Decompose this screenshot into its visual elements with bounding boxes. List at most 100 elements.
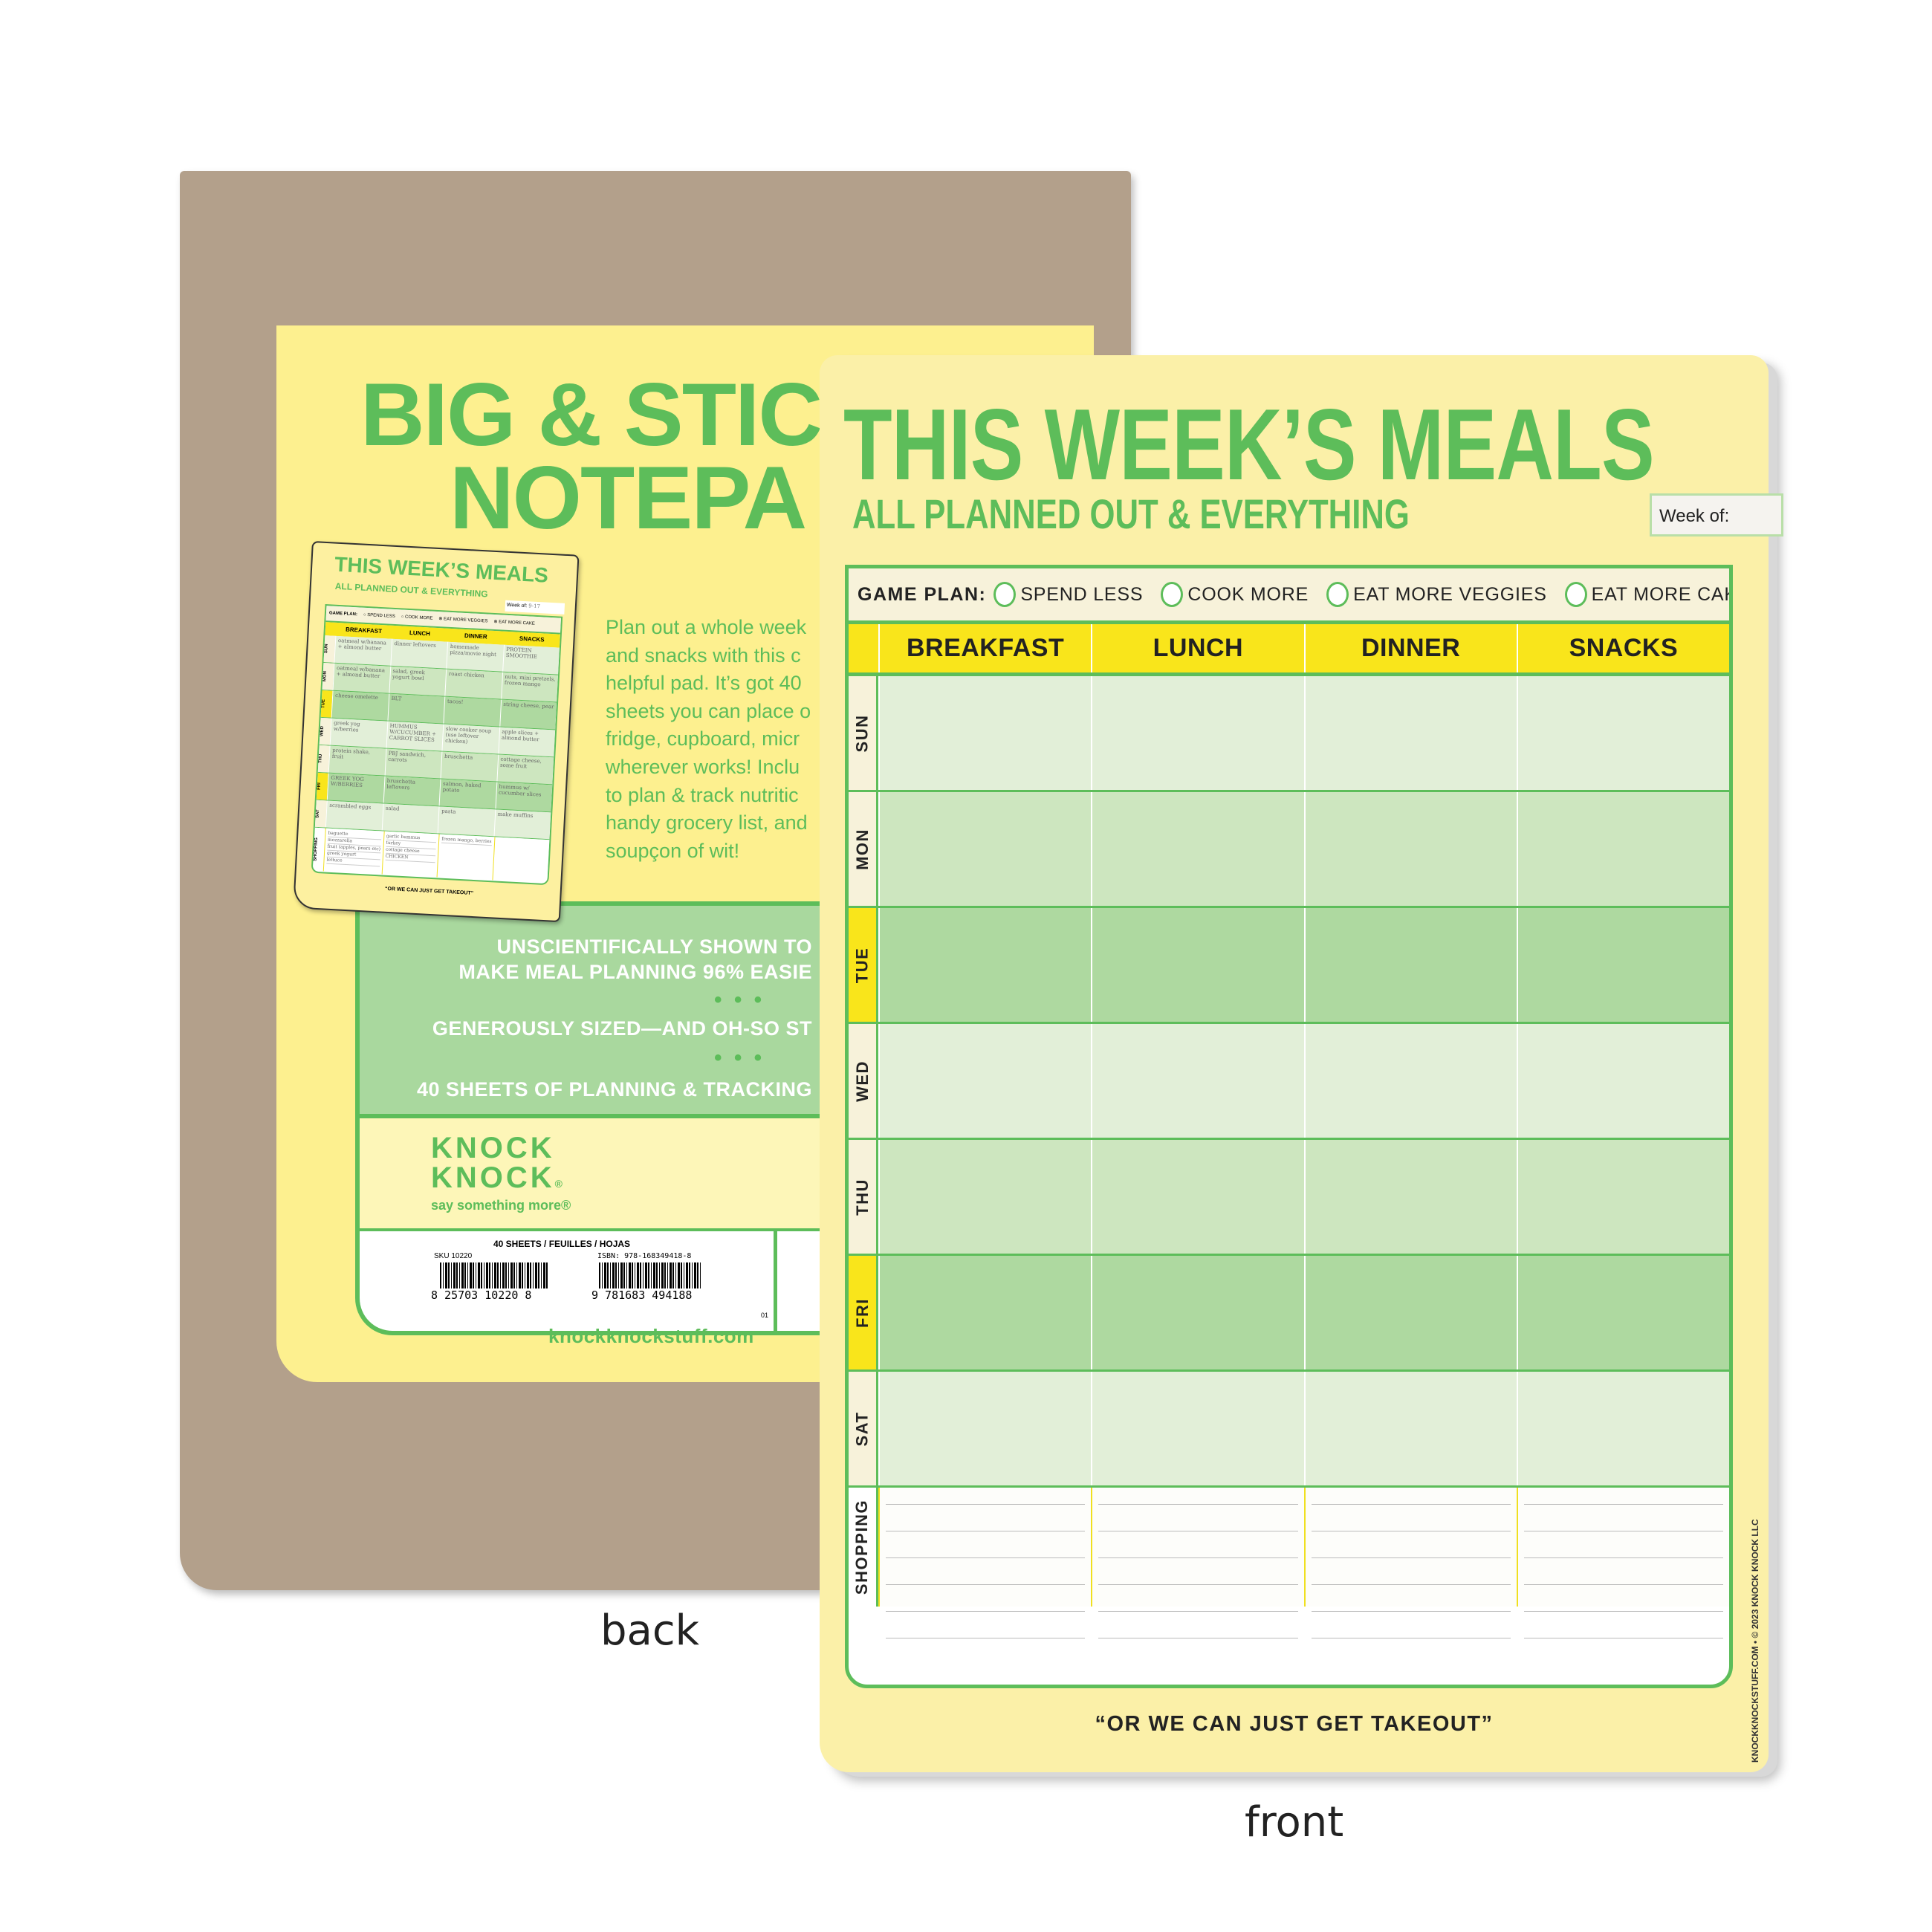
game-plan-row: GAME PLAN: SPEND LESS COOK MORE EAT MORE V… xyxy=(849,568,1729,624)
meal-cell[interactable] xyxy=(878,908,1091,1022)
shopping-list-cell[interactable] xyxy=(1303,1488,1517,1638)
day-label: TUE xyxy=(849,908,878,1022)
radio-circle-icon[interactable] xyxy=(1161,582,1184,607)
game-plan-option[interactable]: COOK MORE xyxy=(1161,582,1309,607)
shopping-list-cell[interactable] xyxy=(1091,1488,1304,1638)
meal-cell[interactable] xyxy=(878,676,1091,790)
day-name: THU xyxy=(852,1178,872,1216)
mini-cell-text: bruschetta xyxy=(440,751,498,782)
mini-cell-text: homemade pizza/movie night xyxy=(446,641,504,672)
meal-cell[interactable] xyxy=(1303,676,1517,790)
meal-cell[interactable] xyxy=(1091,792,1303,906)
meal-cell[interactable] xyxy=(1303,792,1517,906)
meal-cell[interactable] xyxy=(1303,1372,1517,1485)
mini-shopping-col: frozen mango, berries xyxy=(436,834,495,881)
logo-line1: KNOCK xyxy=(431,1132,555,1164)
registered-mark: ® xyxy=(554,1178,563,1190)
writing-line xyxy=(1311,1584,1511,1585)
mini-week-of: Week of: 9-17 xyxy=(505,600,565,615)
day-row: WED xyxy=(849,1024,1729,1140)
back-caption: back xyxy=(600,1607,700,1655)
feature-2: GENEROUSLY SIZED—AND OH-SO ST xyxy=(432,1017,812,1040)
front-caption: front xyxy=(1245,1798,1344,1847)
writing-line xyxy=(1098,1611,1298,1612)
meal-cell[interactable] xyxy=(878,1140,1091,1254)
side-copyright: KNOCKKNOCKSTUFF.COM • © 2023 KNOCK KNOCK… xyxy=(1750,1519,1760,1763)
meal-cell[interactable] xyxy=(1303,1256,1517,1369)
meal-cell[interactable] xyxy=(1516,1372,1729,1485)
writing-line xyxy=(1523,1611,1723,1612)
description-line: soupçon of wit! xyxy=(606,839,740,862)
meal-cell[interactable] xyxy=(1091,676,1303,790)
game-plan-option[interactable]: EAT MORE CAKE xyxy=(1564,582,1729,607)
mini-cell-text: string cheese, pear xyxy=(499,699,557,730)
mini-day: SAT xyxy=(314,800,327,828)
option-label: EAT MORE VEGGIES xyxy=(1353,583,1547,605)
notepad-front-sheet: THIS WEEK’S MEALS ALL PLANNED OUT & EVER… xyxy=(820,355,1783,1772)
week-of-field[interactable]: Week of: xyxy=(1650,493,1783,537)
meal-cell[interactable] xyxy=(1516,908,1729,1022)
mini-shopping-col: garlic hummus turkey cottage cheese CHICKEN xyxy=(381,831,439,878)
column-header: SNACKS xyxy=(1516,624,1729,672)
writing-line xyxy=(1098,1584,1298,1585)
sheet-title: THIS WEEK’S MEALS xyxy=(843,388,1655,501)
meal-cell[interactable] xyxy=(1303,1140,1517,1254)
writing-line xyxy=(886,1557,1086,1558)
mini-cell-text: PROTEIN SMOOTHIE xyxy=(502,644,560,675)
divider xyxy=(774,1228,777,1335)
description-line: handy grocery list, and xyxy=(606,811,808,834)
mini-shopping-col xyxy=(491,837,550,884)
shopping-label: SHOPPING xyxy=(849,1488,878,1607)
upc-barcode xyxy=(440,1262,548,1288)
meal-cell[interactable] xyxy=(1516,1140,1729,1254)
shopping-list-cell[interactable] xyxy=(1516,1488,1729,1638)
shopping-list-cell[interactable] xyxy=(878,1488,1092,1638)
writing-line xyxy=(1098,1504,1298,1505)
meal-cell[interactable] xyxy=(878,1024,1091,1138)
meal-cell[interactable] xyxy=(1091,1024,1303,1138)
meal-cell[interactable] xyxy=(878,792,1091,906)
day-label: SUN xyxy=(849,676,878,790)
day-label: SAT xyxy=(849,1372,878,1485)
meal-cell[interactable] xyxy=(1516,1024,1729,1138)
writing-line xyxy=(1311,1557,1511,1558)
writing-line xyxy=(1098,1557,1298,1558)
isbn-barcode xyxy=(599,1262,701,1288)
mini-cell-text: roast chicken xyxy=(444,669,502,699)
meal-cell[interactable] xyxy=(1516,792,1729,906)
game-plan-option[interactable]: SPEND LESS xyxy=(993,582,1143,607)
footer-quote: “OR WE CAN JUST GET TAKEOUT” xyxy=(1095,1712,1494,1736)
writing-line xyxy=(1523,1504,1723,1505)
mini-cell-text: greek yog w/berries xyxy=(329,718,387,748)
meal-cell[interactable] xyxy=(1303,1024,1517,1138)
meal-cell[interactable] xyxy=(878,1256,1091,1369)
isbn-number: 9 781683 494188 xyxy=(591,1288,693,1302)
meal-cell[interactable] xyxy=(1303,908,1517,1022)
meal-cell[interactable] xyxy=(1091,1140,1303,1254)
day-row: FRI xyxy=(849,1256,1729,1372)
radio-circle-icon[interactable] xyxy=(1564,582,1587,607)
writing-line xyxy=(886,1504,1086,1505)
mini-option: ○ SPEND LESS xyxy=(363,612,395,619)
mini-day: FRI xyxy=(316,772,328,800)
day-label: WED xyxy=(849,1024,878,1138)
website: knockknockstuff.com xyxy=(548,1325,754,1347)
dots-separator: • • • xyxy=(714,1046,765,1070)
mini-cell-text: GREEK YOG W/BERRIES xyxy=(326,773,385,803)
radio-circle-icon[interactable] xyxy=(993,582,1017,607)
meal-cell[interactable] xyxy=(878,1372,1091,1485)
radio-circle-icon[interactable] xyxy=(1326,582,1349,607)
meal-cell[interactable] xyxy=(1091,908,1303,1022)
mini-option-label: EAT MORE CAKE xyxy=(498,620,536,626)
meal-cell[interactable] xyxy=(1091,1372,1303,1485)
knock-knock-logo: KNOCK KNOCK® xyxy=(431,1133,563,1199)
mini-day: WED xyxy=(319,717,331,745)
meal-cell[interactable] xyxy=(1091,1256,1303,1369)
upc-number: 8 25703 10220 8 xyxy=(431,1288,532,1302)
meal-cell[interactable] xyxy=(1516,1256,1729,1369)
mini-game-plan-label: GAME PLAN: xyxy=(328,611,358,617)
description-line: to plan & track nutritic xyxy=(606,783,799,806)
day-row: MON xyxy=(849,792,1729,908)
meal-cell[interactable] xyxy=(1516,676,1729,790)
game-plan-option[interactable]: EAT MORE VEGGIES xyxy=(1326,582,1547,607)
